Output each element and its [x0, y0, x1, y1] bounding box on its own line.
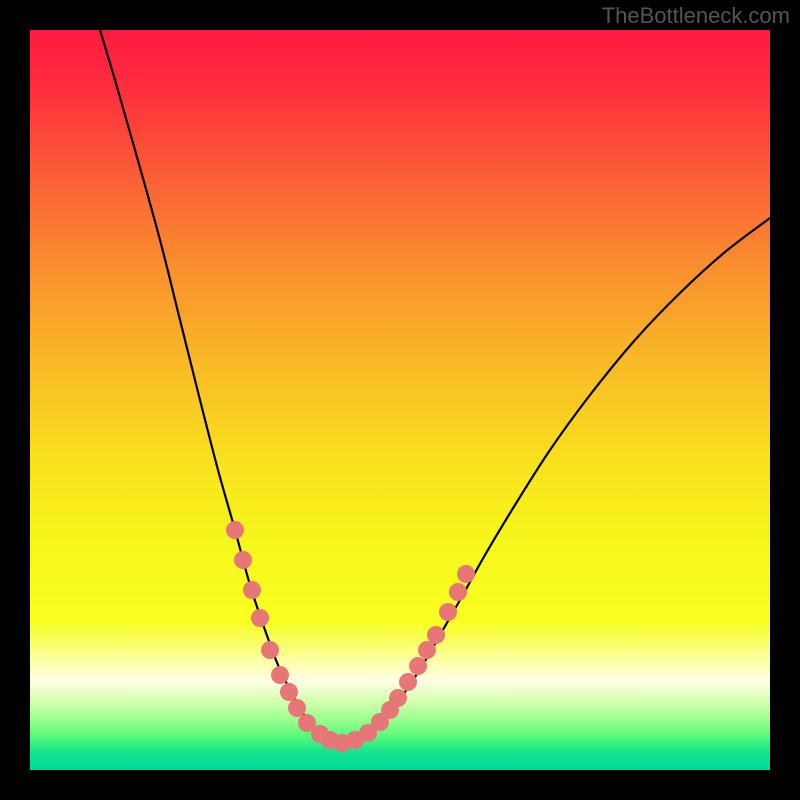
data-marker — [439, 603, 457, 621]
plot-area — [30, 30, 770, 770]
data-marker — [243, 581, 261, 599]
data-marker — [226, 521, 244, 539]
data-marker — [449, 583, 467, 601]
data-marker — [409, 657, 427, 675]
plot-svg — [30, 30, 770, 770]
data-marker — [427, 626, 445, 644]
watermark-text: TheBottleneck.com — [602, 3, 790, 29]
data-marker — [418, 641, 436, 659]
data-marker — [288, 699, 306, 717]
data-marker — [261, 641, 279, 659]
data-marker — [399, 673, 417, 691]
data-marker — [271, 666, 289, 684]
data-marker — [234, 551, 252, 569]
gradient-background — [30, 30, 770, 770]
chart-stage: TheBottleneck.com — [0, 0, 800, 800]
data-marker — [389, 689, 407, 707]
data-marker — [280, 683, 298, 701]
data-marker — [457, 565, 475, 583]
data-marker — [251, 609, 269, 627]
